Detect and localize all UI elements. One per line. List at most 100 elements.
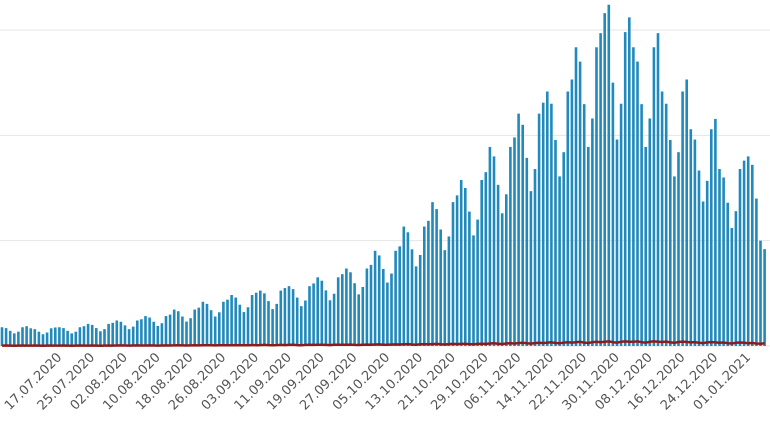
bar — [730, 228, 734, 346]
bar — [54, 327, 57, 346]
bar — [156, 325, 160, 346]
bar — [541, 102, 545, 347]
bar — [759, 240, 762, 346]
bar — [382, 268, 385, 346]
bar — [451, 202, 455, 346]
bar — [591, 118, 594, 346]
bar — [58, 327, 61, 346]
bar — [611, 82, 615, 347]
line — [1, 340, 765, 347]
bar — [74, 331, 78, 346]
bar — [349, 272, 352, 346]
bar — [578, 61, 582, 346]
bar — [394, 250, 397, 346]
bar — [213, 316, 217, 346]
bar — [660, 91, 664, 346]
bar — [238, 304, 242, 346]
bar — [177, 311, 180, 346]
bar — [95, 328, 98, 346]
bar — [324, 290, 328, 346]
bar — [209, 310, 213, 346]
bar — [562, 152, 565, 346]
bar — [619, 103, 623, 346]
bar — [172, 309, 176, 346]
bar — [136, 320, 139, 346]
bar — [201, 301, 205, 346]
bar — [25, 326, 28, 346]
bar — [336, 277, 340, 346]
bar — [763, 249, 766, 346]
bar — [623, 32, 627, 347]
bar — [595, 47, 598, 347]
bar — [677, 152, 680, 346]
bar — [554, 139, 557, 346]
bar — [537, 113, 541, 346]
bar — [505, 194, 508, 346]
bar — [267, 301, 270, 346]
bar — [271, 309, 274, 346]
bar — [119, 321, 123, 346]
bar — [447, 236, 451, 346]
bar — [13, 333, 16, 346]
bar — [710, 129, 713, 346]
bar — [0, 327, 4, 346]
bar — [525, 157, 529, 346]
bar — [464, 188, 467, 346]
bar — [259, 290, 262, 346]
bar — [45, 332, 49, 346]
bar — [33, 329, 37, 346]
bar — [181, 316, 184, 346]
bar — [669, 139, 672, 346]
bar — [640, 104, 643, 346]
bar — [632, 47, 635, 347]
bar — [246, 307, 250, 346]
bar — [103, 329, 106, 346]
bar — [222, 301, 225, 346]
bar — [714, 118, 717, 346]
bar — [427, 220, 430, 346]
bar — [115, 320, 119, 346]
bar — [86, 323, 90, 346]
bar — [250, 295, 254, 346]
bar — [279, 290, 283, 346]
bar — [500, 213, 504, 346]
bar — [628, 17, 631, 347]
bar — [168, 314, 172, 346]
bar — [164, 316, 168, 346]
bar — [587, 146, 590, 346]
bar — [148, 317, 151, 346]
bar — [406, 232, 410, 346]
bar — [357, 294, 360, 346]
bar — [291, 289, 295, 346]
bar — [607, 4, 611, 346]
bar — [705, 180, 709, 346]
bar — [37, 331, 41, 346]
bar — [283, 288, 287, 346]
bar — [62, 328, 65, 346]
bar — [418, 254, 422, 346]
bar — [316, 277, 319, 346]
bar — [742, 160, 746, 346]
bar — [468, 211, 471, 346]
bar — [689, 129, 693, 346]
bar — [693, 139, 697, 346]
bar — [410, 249, 414, 346]
bar — [701, 201, 705, 346]
bar — [574, 47, 578, 347]
bar — [242, 312, 246, 346]
bar — [386, 282, 389, 346]
bar — [644, 146, 647, 346]
bar — [484, 172, 488, 346]
bar — [123, 325, 127, 346]
bar — [496, 184, 500, 346]
bar — [295, 297, 299, 346]
bar — [492, 156, 496, 346]
bar — [361, 287, 365, 346]
bar — [751, 164, 754, 346]
bar — [636, 61, 639, 346]
bar — [144, 316, 147, 346]
bar — [345, 268, 348, 346]
bar — [263, 293, 266, 346]
bar — [738, 169, 742, 346]
